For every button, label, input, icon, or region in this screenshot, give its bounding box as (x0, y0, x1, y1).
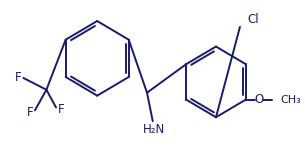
Text: F: F (27, 106, 34, 119)
Text: H₂N: H₂N (143, 123, 165, 136)
Text: F: F (15, 71, 22, 84)
Text: O: O (255, 93, 264, 106)
Text: CH₃: CH₃ (280, 95, 301, 104)
Text: Cl: Cl (248, 13, 259, 26)
Text: F: F (57, 103, 64, 116)
